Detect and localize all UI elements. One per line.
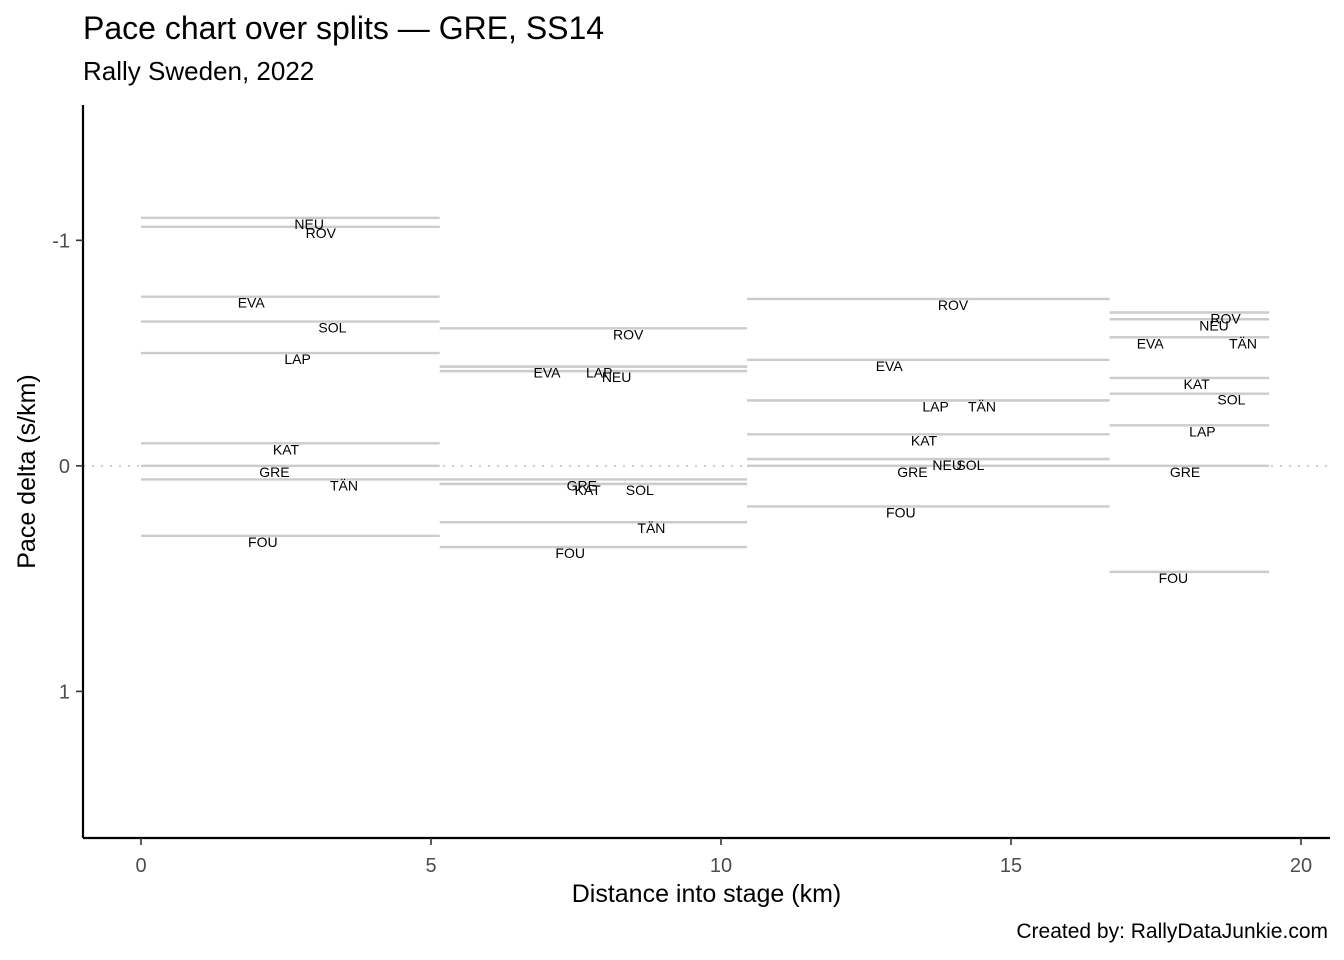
x-tick-label: 10	[710, 855, 732, 877]
driver-label-FOU: FOU	[1159, 570, 1189, 586]
driver-label-GRE: GRE	[567, 477, 597, 493]
driver-label-KAT: KAT	[574, 482, 601, 498]
y-tick-label: 0	[59, 456, 70, 478]
chart-caption: Created by: RallyDataJunkie.com	[1016, 920, 1328, 943]
driver-label-SOL: SOL	[1217, 392, 1245, 408]
driver-label-GRE: GRE	[259, 464, 289, 480]
driver-label-LAP: LAP	[586, 365, 612, 381]
x-tick-label: 20	[1290, 855, 1312, 877]
driver-label-NEU: NEU	[294, 216, 324, 232]
driver-label-FOU: FOU	[248, 534, 278, 550]
driver-label-TÄN: TÄN	[1229, 335, 1257, 351]
y-tick-label: 1	[59, 681, 70, 703]
driver-label-EVA: EVA	[238, 295, 266, 311]
driver-label-KAT: KAT	[273, 441, 300, 457]
chart-title: Pace chart over splits — GRE, SS14	[83, 10, 605, 46]
driver-label-ROV: ROV	[938, 297, 969, 313]
driver-label-EVA: EVA	[534, 365, 562, 381]
x-tick-label: 5	[425, 855, 436, 877]
driver-label-TÄN: TÄN	[968, 398, 996, 414]
driver-label-FOU: FOU	[886, 504, 916, 520]
driver-label-FOU: FOU	[555, 545, 585, 561]
driver-label-NEU: NEU	[602, 369, 632, 385]
x-axis-title: Distance into stage (km)	[572, 880, 842, 908]
y-tick-label: -1	[52, 230, 70, 252]
driver-label-EVA: EVA	[1137, 335, 1165, 351]
chart-subtitle: Rally Sweden, 2022	[83, 56, 315, 86]
driver-label-LAP: LAP	[284, 351, 310, 367]
driver-label-SOL: SOL	[956, 457, 984, 473]
driver-label-GRE: GRE	[1170, 464, 1200, 480]
driver-label-KAT: KAT	[1183, 376, 1210, 392]
driver-label-ROV: ROV	[613, 326, 644, 342]
driver-label-SOL: SOL	[626, 482, 654, 498]
y-axis-title: Pace delta (s/km)	[13, 374, 41, 569]
driver-label-GRE: GRE	[897, 464, 927, 480]
driver-label-SOL: SOL	[318, 320, 346, 336]
split-lines-layer	[141, 216, 1270, 574]
driver-label-NEU: NEU	[1199, 317, 1229, 333]
driver-label-KAT: KAT	[911, 432, 938, 448]
driver-label-LAP: LAP	[922, 398, 948, 414]
axes-layer: 0 5 10 15 20 -1 0 1	[52, 105, 1330, 877]
driver-label-NEU: NEU	[932, 457, 962, 473]
driver-label-LAP: LAP	[1189, 423, 1215, 439]
driver-label-EVA: EVA	[876, 358, 904, 374]
x-tick-label: 0	[135, 855, 146, 877]
driver-label-TÄN: TÄN	[330, 477, 358, 493]
driver-label-ROV: ROV	[306, 225, 337, 241]
driver-label-TÄN: TÄN	[637, 520, 665, 536]
x-tick-label: 15	[1000, 855, 1022, 877]
driver-label-ROV: ROV	[1210, 310, 1241, 326]
